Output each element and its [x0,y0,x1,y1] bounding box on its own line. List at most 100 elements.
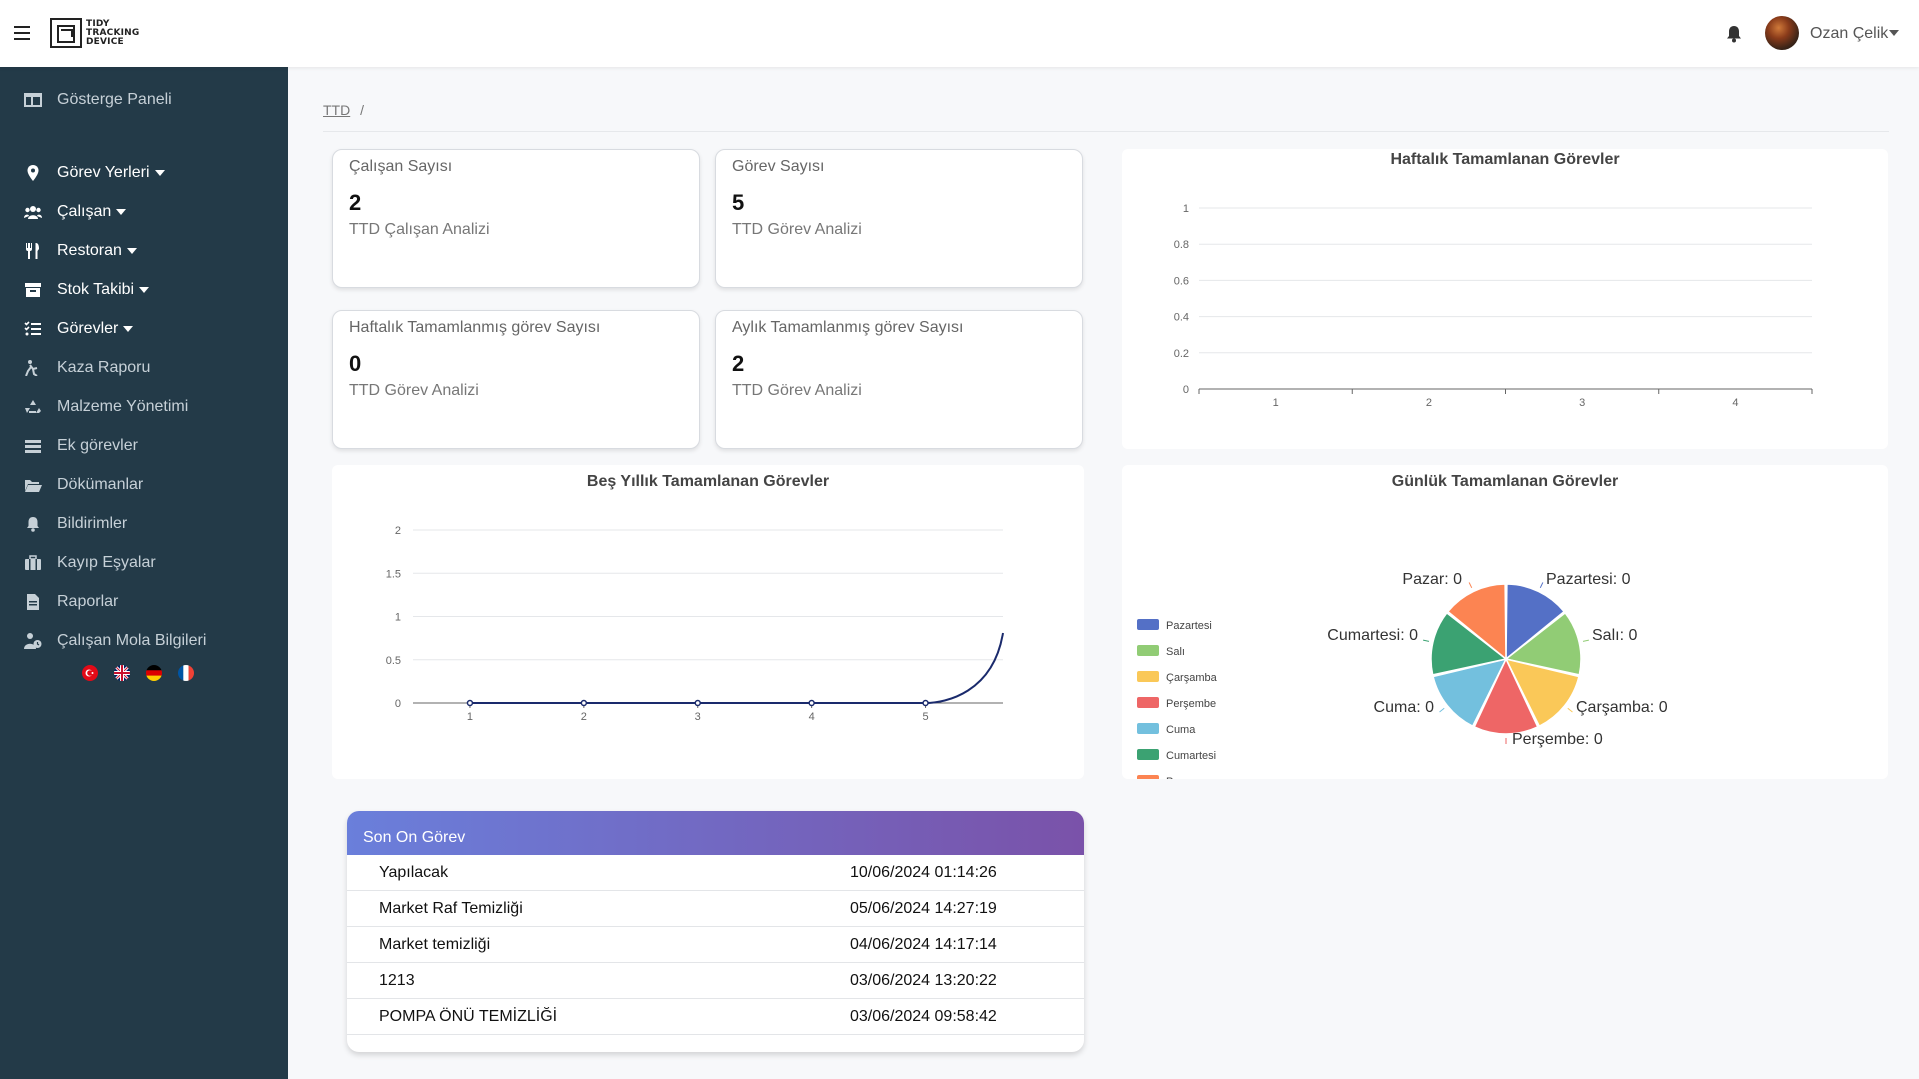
person-clock-icon [24,633,42,649]
breadcrumb: TTD / [323,102,364,118]
stat-card-employee-count: Çalışan Sayısı 2 TTD Çalışan Analizi [332,149,700,288]
legend-label: Pazar [1166,776,1195,779]
x-tick-label: 4 [1732,397,1738,409]
data-point [580,699,588,707]
legend-label: Pazartesi [1166,620,1212,632]
x-tick-label: 3 [1579,397,1585,409]
notification-bell-icon[interactable] [1726,25,1742,43]
logo-line-2: TRACKING [86,27,140,38]
sidebar-item-label: Kaza Raporu [57,359,151,376]
legend-swatch [1137,723,1159,734]
y-tick-label: 1 [1183,203,1189,215]
map-pin-icon [27,165,39,181]
user-name[interactable]: Ozan Çelik [1810,25,1889,42]
y-tick-label: 1 [395,612,401,624]
task-date: 05/06/2024 14:27:19 [850,900,997,917]
y-tick-label: 0 [395,698,401,710]
chevron-down-icon [154,169,165,176]
weekly-completed-chart: 0 0.2 0.4 0.6 0.8 1 1 2 3 4 [1174,203,1813,409]
x-tick-label: 4 [809,711,815,723]
chart-title: Haftalık Tamamlanan Görevler [1390,151,1620,168]
daily-chart-panel: Günlük Tamamlanan Görevler Pazartesi Salı… [1122,465,1888,779]
top-navbar: TIDY TRACKING DEVICE Ozan Çelik [0,0,1919,67]
recent-tasks-card: Son On Görev Yapılacak 10/06/2024 01:14:… [347,811,1084,1052]
callout-line [1423,639,1430,642]
sidebar-item-label: Raporlar [57,593,119,610]
breadcrumb-divider [323,131,1889,132]
menu-toggle-icon[interactable] [14,26,30,40]
sidebar-item-kaza-raporu[interactable]: Kaza Raporu [0,353,288,383]
sidebar-item-stok-takibi[interactable]: Stok Takibi [0,275,288,305]
sidebar-item-gorevler[interactable]: Görevler [0,314,288,344]
user-menu-caret-icon[interactable] [1889,30,1899,36]
sidebar-item-label: Görev Yerleri [57,164,150,181]
callout-line [1539,582,1544,589]
pie-slice [1432,658,1507,727]
sidebar-item-calisan[interactable]: Çalışan [0,197,288,227]
language-switcher [82,665,194,681]
sidebar-item-label: Malzeme Yönetimi [57,398,189,415]
sidebar-item-calisan-mola[interactable]: Çalışan Mola Bilgileri [0,626,288,656]
dashboard-icon [24,93,42,107]
sidebar-item-label: Bildirimler [57,515,128,532]
recent-tasks-header: Son On Görev [347,811,1084,855]
sidebar-item-label: Çalışan Mola Bilgileri [57,632,207,649]
task-name: Yapılacak [379,864,449,881]
logo-maze-icon [50,18,82,48]
legend-label: Çarşamba [1166,672,1218,684]
sidebar-item-restoran[interactable]: Restoran [0,236,288,266]
table-row[interactable]: Market Raf Temizliği 05/06/2024 14:27:19 [347,891,1084,927]
sidebar-item-label: Ek görevler [57,437,138,454]
app-logo[interactable]: TIDY TRACKING DEVICE [50,18,146,48]
legend-swatch [1137,749,1159,760]
sidebar-item-ek-gorevler[interactable]: Ek görevler [0,431,288,461]
tr-flag-icon[interactable] [82,665,98,681]
legend-swatch [1137,775,1159,779]
sidebar-item-gosterge-paneli[interactable]: Gösterge Paneli [0,85,288,115]
sidebar-item-kayip-esyalar[interactable]: Kayıp Eşyalar [0,548,288,578]
table-row[interactable]: Market temizliği 04/06/2024 14:17:14 [347,927,1084,963]
task-date: 03/06/2024 09:58:42 [850,1008,997,1025]
legend-swatch [1137,645,1159,656]
sidebar-item-gorev-yerleri[interactable]: Görev Yerleri [0,158,288,188]
slice-callout-label: Cuma: 0 [1374,699,1435,716]
folder-open-icon [25,480,42,492]
pie-slice [1447,583,1507,660]
stat-value: 2 [349,190,362,215]
stat-value: 2 [732,351,745,376]
legend-label: Cumartesi [1166,750,1216,762]
y-tick-label: 1.5 [386,568,401,580]
sidebar-item-bildirimler[interactable]: Bildirimler [0,509,288,539]
table-row[interactable]: Yapılacak 10/06/2024 01:14:26 [347,855,1084,891]
stat-value: 0 [349,351,362,376]
data-point [922,699,929,707]
x-tick-label: 2 [581,711,587,723]
stat-title: Haftalık Tamamlanmış görev Sayısı [349,319,601,336]
de-flag-icon[interactable] [146,665,162,681]
weekly-chart-panel: Haftalık Tamamlanan Görevler 0 0.2 0.4 0.6 0… [1122,149,1888,449]
logo-line-3: DEVICE [86,36,124,47]
sidebar-item-dokumanlar[interactable]: Dökümanlar [0,470,288,500]
users-icon [24,206,42,219]
sidebar-item-label: Restoran [57,242,122,259]
table-row[interactable]: 1213 03/06/2024 13:20:22 [347,963,1084,999]
y-tick-label: 2 [395,525,401,537]
chevron-down-icon [139,286,150,293]
slice-callout-label: Cumartesi: 0 [1327,627,1418,644]
breadcrumb-link-root[interactable]: TTD [323,102,351,118]
data-point [808,699,815,707]
uk-flag-icon[interactable] [114,665,130,681]
stat-card-weekly-completed: Haftalık Tamamlanmış görev Sayısı 0 TTD … [332,310,700,449]
sidebar-item-label: Dökümanlar [57,476,144,493]
legend-swatch [1137,671,1159,682]
avatar[interactable] [1765,16,1799,50]
sidebar-item-raporlar[interactable]: Raporlar [0,587,288,617]
fr-flag-icon[interactable] [178,665,194,681]
slice-callout-label: Salı: 0 [1592,627,1637,644]
x-tick-label: 3 [695,711,701,723]
sidebar-item-malzeme-yonetimi[interactable]: Malzeme Yönetimi [0,392,288,422]
table-row[interactable]: POMPA ÖNÜ TEMİZLİĞİ 03/06/2024 09:58:42 [347,999,1084,1035]
archive-icon [25,283,41,297]
breadcrumb-separator: / [360,102,364,118]
chart-title: Beş Yıllık Tamamlanan Görevler [586,473,830,490]
